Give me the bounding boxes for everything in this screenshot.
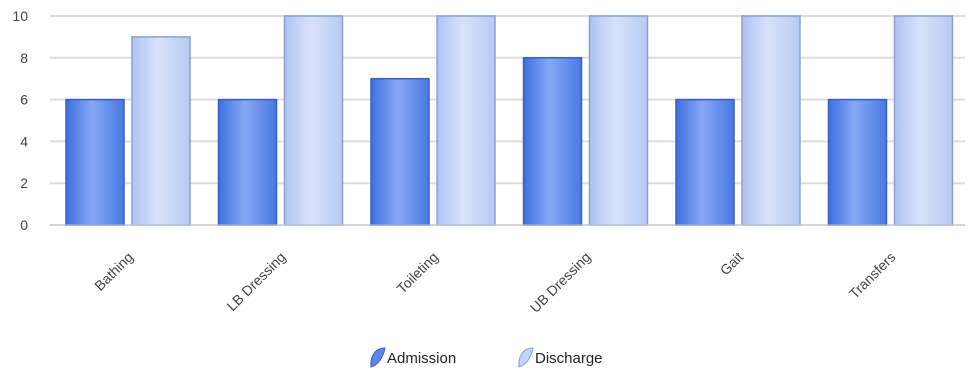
x-axis: Bathing LB Dressing Toileting UB Dressing Ga… [50,224,965,316]
legend-swatch-discharge [518,347,534,368]
bar-admission [522,57,583,226]
bar-admission [827,98,888,226]
y-tick-label: 0 [20,217,28,233]
legend-label-discharge: Discharge [535,350,603,367]
legend: Admission Discharge [370,347,603,368]
bar-discharge [588,15,649,226]
y-tick-label: 2 [20,175,28,191]
x-tick-label: Gait [717,249,747,279]
y-tick-label: 4 [20,133,28,149]
bar-discharge [283,15,344,226]
bar-admission [675,98,735,226]
y-axis: 0 2 4 6 8 10 [12,8,28,233]
x-tick-label: LB Dressing [223,249,288,314]
bar-discharge [741,15,801,226]
legend-swatch-admission [370,347,386,368]
bar-discharge [436,15,496,226]
y-tick-label: 8 [20,50,28,66]
x-tick-label: UB Dressing [527,249,594,316]
bar-admission [370,77,430,226]
x-tick-label: Transfers [846,249,899,302]
bar-admission [217,98,278,226]
legend-label-admission: Admission [387,350,456,367]
y-tick-label: 6 [20,92,28,108]
bar-discharge [893,15,954,226]
x-tick-label: Bathing [91,249,136,294]
bars [65,15,954,226]
bar-discharge [131,36,191,226]
x-tick-label: Toileting [393,249,441,297]
bar-admission [65,98,125,226]
y-tick-label: 10 [12,8,28,24]
